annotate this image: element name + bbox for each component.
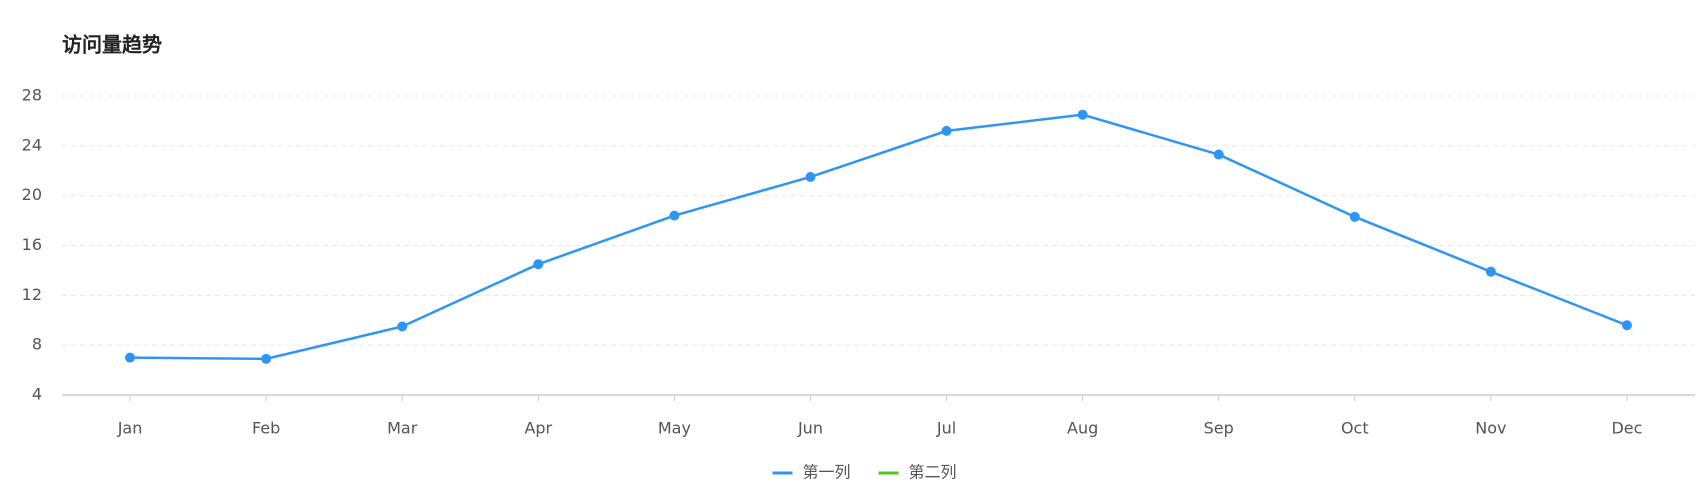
data-point — [533, 259, 544, 270]
x-tick-label: Mar — [387, 419, 418, 438]
x-tick-label: Oct — [1341, 419, 1369, 438]
x-tick-label: Jul — [936, 419, 956, 438]
x-tick-label: Jan — [117, 419, 143, 438]
y-tick-label: 24 — [22, 135, 42, 154]
x-tick-label: May — [658, 419, 691, 438]
data-point — [1349, 211, 1360, 222]
x-tick-label: Jun — [797, 419, 823, 438]
data-point — [261, 353, 272, 364]
data-point — [125, 352, 136, 363]
data-point — [941, 125, 952, 136]
data-point — [669, 210, 680, 221]
y-tick-label: 8 — [32, 335, 42, 354]
data-point — [1621, 320, 1632, 331]
y-tick-label: 20 — [22, 185, 42, 204]
x-tick-label: Aug — [1067, 419, 1098, 438]
x-tick-label: Apr — [524, 419, 552, 438]
x-tick-label: Feb — [252, 419, 280, 438]
y-tick-label: 12 — [22, 285, 42, 304]
data-point — [1485, 266, 1496, 277]
y-tick-label: 16 — [22, 235, 42, 254]
x-tick-label: Nov — [1475, 419, 1506, 438]
x-tick-label: Sep — [1204, 419, 1234, 438]
legend-label: 第二列 — [909, 463, 957, 482]
data-point — [1213, 149, 1224, 160]
legend-label: 第一列 — [803, 463, 851, 482]
data-point — [1077, 109, 1088, 120]
data-point — [397, 321, 408, 332]
y-tick-label: 4 — [32, 385, 42, 404]
series-line — [130, 113, 1628, 361]
y-tick-label: 28 — [22, 86, 42, 105]
chart-title: 访问量趋势 — [62, 33, 162, 57]
x-tick-label: Dec — [1611, 419, 1642, 438]
data-point — [805, 171, 816, 182]
